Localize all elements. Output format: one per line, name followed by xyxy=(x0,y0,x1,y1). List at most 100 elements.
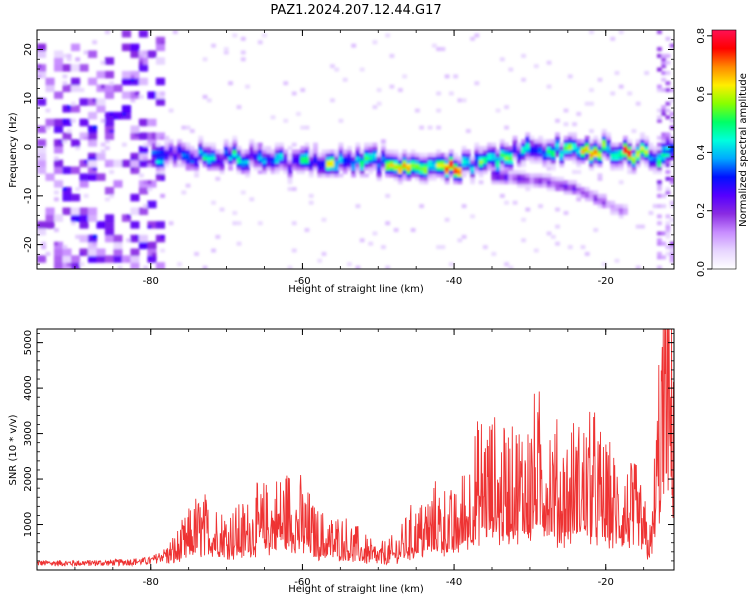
spectrogram-cell xyxy=(79,183,85,188)
spectrogram-cell xyxy=(657,193,662,198)
spectrogram-cell xyxy=(372,149,378,154)
spectrogram-cell xyxy=(351,152,357,157)
spectrogram-cell xyxy=(58,60,64,65)
spectrogram-cell xyxy=(572,122,577,127)
spectrogram-cell xyxy=(397,159,403,164)
spectrogram-cell xyxy=(168,159,174,164)
spectrogram-cell xyxy=(363,149,369,154)
spectrogram-cell xyxy=(270,156,276,161)
spectrogram-cell xyxy=(79,180,85,185)
spectrogram-cell xyxy=(151,159,157,164)
spectrogram-cell xyxy=(296,149,301,154)
spectrogram-cell xyxy=(461,149,467,154)
spectrogram-cell xyxy=(499,166,505,171)
spectrogram-cell xyxy=(296,166,301,171)
spectrogram-cell xyxy=(368,163,374,168)
spectrogram-cell xyxy=(504,149,509,154)
spectrogram-cell xyxy=(66,84,72,89)
spectrogram-cell xyxy=(92,176,98,181)
spectrogram-cell xyxy=(138,241,144,246)
spectrogram-cell xyxy=(550,176,556,181)
spectrogram-cell xyxy=(657,255,662,260)
spectrogram-cell xyxy=(623,135,628,140)
spectrogram-cell xyxy=(419,166,425,171)
spectrogram-cell xyxy=(134,81,140,86)
spectrogram-cell xyxy=(623,139,628,144)
spectrogram-cell xyxy=(657,238,662,243)
spectrogram-cell xyxy=(130,207,136,212)
spectrogram-cell xyxy=(100,70,106,75)
spectrogram-cell xyxy=(75,108,81,113)
x-tick-label: -60 xyxy=(294,577,310,588)
spectrogram-cell xyxy=(130,234,136,239)
spectrogram-cell xyxy=(372,105,378,110)
spectrogram-cell xyxy=(648,146,654,151)
spectrogram-cell xyxy=(87,129,93,134)
spectrogram-cell xyxy=(559,159,565,164)
spectrogram-cell xyxy=(236,152,242,157)
spectrogram-cell xyxy=(555,139,560,144)
spectrogram-cell xyxy=(109,129,115,134)
spectrogram-cell xyxy=(657,115,662,120)
spectrogram-cell xyxy=(550,156,556,161)
spectrogram-cell xyxy=(669,241,674,246)
spectrogram-cell xyxy=(109,234,115,239)
spectrogram-cell xyxy=(41,98,47,103)
spectrogram-cell xyxy=(550,180,556,185)
spectrogram-cell xyxy=(92,245,98,250)
spectrogram-cell xyxy=(546,159,552,164)
spectrogram-cell xyxy=(576,142,582,147)
spectrogram-cell xyxy=(151,245,157,250)
spectrogram-cell xyxy=(104,187,110,192)
spectrogram-cell xyxy=(117,159,123,164)
spectrogram-cell xyxy=(138,77,144,82)
spectrogram-cell xyxy=(495,149,501,154)
spectrogram-cell xyxy=(134,207,140,212)
spectrogram-cell xyxy=(563,135,569,140)
spectrogram-cell xyxy=(202,57,208,62)
spectrogram-cell xyxy=(317,156,323,161)
spectrogram-cell xyxy=(313,142,318,147)
spectrogram-cell xyxy=(584,152,590,157)
spectrogram-cell xyxy=(70,221,76,226)
spectrogram-cell xyxy=(538,159,543,164)
spectrogram-cell xyxy=(249,163,255,168)
spectrogram-cell xyxy=(143,122,149,127)
spectrogram-cell xyxy=(87,135,93,140)
spectrogram-cell xyxy=(194,149,199,154)
spectrogram-cell xyxy=(92,81,98,86)
spectrogram-cell xyxy=(155,36,161,41)
spectrogram-cell xyxy=(470,180,476,185)
spectrogram-cell xyxy=(576,159,582,164)
y-tick-label: 4000 xyxy=(23,375,34,400)
spectrogram-cell xyxy=(368,156,374,161)
spectrogram-cell xyxy=(550,166,556,171)
spectrogram-cell xyxy=(177,152,182,157)
spectrogram-cell xyxy=(546,142,552,147)
spectrogram-cell xyxy=(389,173,395,178)
spectrogram-cell xyxy=(567,132,573,137)
spectrogram-cell xyxy=(669,245,674,250)
spectrogram-cell xyxy=(589,190,594,195)
spectrogram-cell xyxy=(58,139,64,144)
spectrogram-cell xyxy=(669,217,674,222)
spectrogram-cell xyxy=(601,129,607,134)
spectrogram-cell xyxy=(444,159,450,164)
spectrogram-cell xyxy=(589,197,594,202)
spectrogram-cell xyxy=(130,98,136,103)
spectrogram-cell xyxy=(100,105,106,110)
spectrogram-cell xyxy=(533,176,539,181)
spectrogram-cell xyxy=(130,94,136,99)
spectrogram-cell xyxy=(117,241,123,246)
spectrogram-cell xyxy=(109,122,115,127)
spectrogram-cell xyxy=(138,57,144,62)
spectrogram-cell xyxy=(138,30,144,35)
spectrogram-cell xyxy=(355,204,361,209)
spectrogram-cell xyxy=(525,146,531,151)
spectrogram-cell xyxy=(414,173,420,178)
spectrogram-cell xyxy=(440,245,446,250)
spectrogram-cell xyxy=(355,146,361,151)
spectrogram-cell xyxy=(444,163,450,168)
spectrogram-cell xyxy=(92,166,98,171)
spectrogram-cell xyxy=(597,156,603,161)
